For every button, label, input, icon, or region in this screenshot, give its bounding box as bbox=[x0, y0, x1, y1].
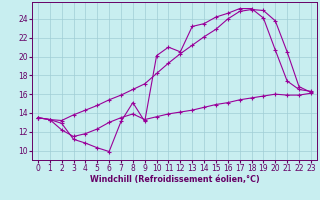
X-axis label: Windchill (Refroidissement éolien,°C): Windchill (Refroidissement éolien,°C) bbox=[90, 175, 259, 184]
